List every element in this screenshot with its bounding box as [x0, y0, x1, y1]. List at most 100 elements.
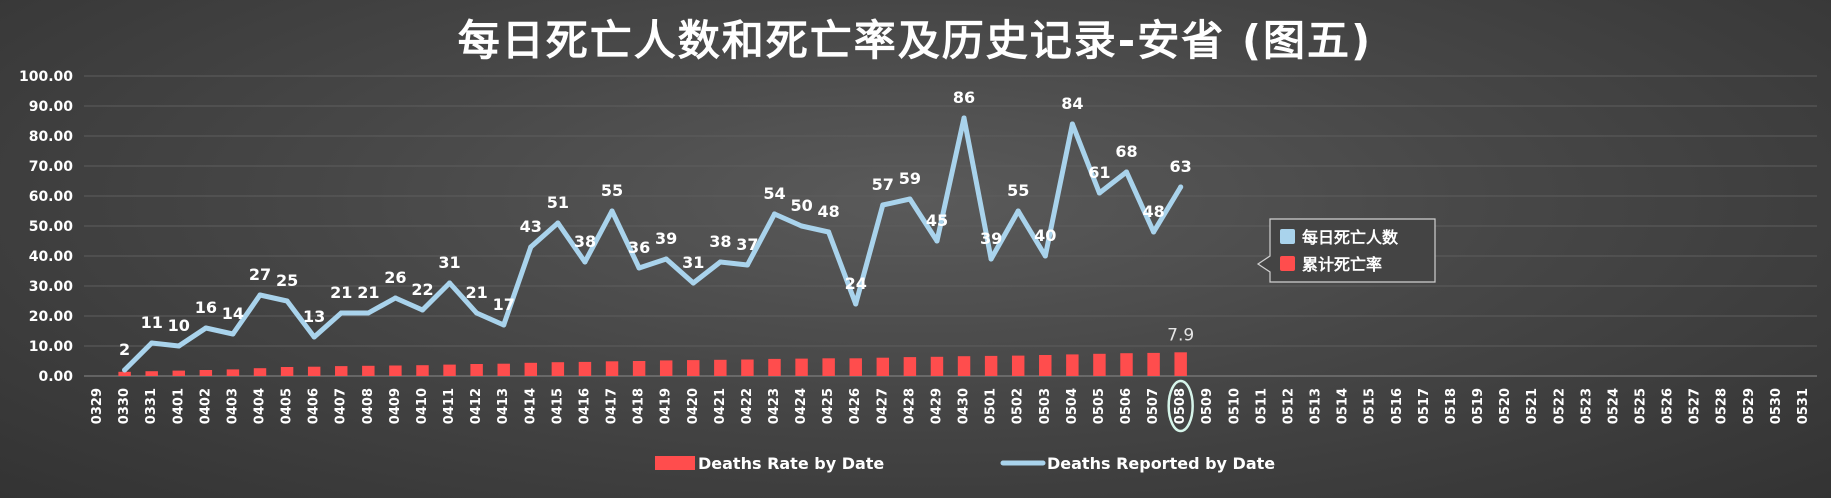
- x-tick-label: 0526: [1661, 388, 1676, 424]
- legend-line-label: 每日死亡人数: [1302, 228, 1399, 247]
- x-tick-label: 0424: [794, 388, 809, 424]
- bar: [118, 371, 131, 376]
- line-point: [826, 229, 832, 235]
- legend-box: 每日死亡人数 累计死亡率: [1256, 218, 1436, 283]
- line-point: [799, 223, 805, 229]
- x-tick-label: 0530: [1769, 388, 1784, 424]
- bar: [822, 358, 835, 376]
- legend-bottom: Deaths Rate by Date Deaths Reported by D…: [655, 454, 1275, 473]
- bar: [335, 366, 348, 376]
- line-point: [744, 262, 750, 268]
- line-point: [474, 310, 480, 316]
- line-point: [690, 280, 696, 286]
- line-data-label: 48: [818, 202, 840, 221]
- line-data-label: 59: [899, 169, 921, 188]
- x-tick-label: 0515: [1363, 388, 1378, 424]
- y-tick-label: 60.00: [29, 189, 74, 205]
- line-data-label: 31: [682, 253, 704, 272]
- line-point: [230, 331, 236, 337]
- chart-title: 每日死亡人数和死亡率及历史记录-安省 (图五): [458, 16, 1372, 65]
- line-data-label: 27: [249, 265, 271, 284]
- line-data-label: 48: [1142, 202, 1164, 221]
- line-data-label: 21: [330, 283, 352, 302]
- x-tick-label: 0419: [659, 388, 674, 424]
- line-data-label: 55: [601, 181, 623, 200]
- bar: [362, 365, 375, 376]
- line-point: [1178, 184, 1184, 190]
- legend-bar-swatch: [1280, 256, 1295, 271]
- legend-bottom-line-label: Deaths Reported by Date: [1047, 454, 1275, 473]
- y-tick-label: 90.00: [29, 99, 74, 115]
- line-point: [907, 196, 913, 202]
- bar: [1120, 353, 1133, 376]
- line-point: [555, 220, 561, 226]
- y-tick-label: 20.00: [29, 309, 74, 325]
- line-data-label: 13: [303, 307, 325, 326]
- bar: [1066, 354, 1079, 376]
- x-tick-label: 0517: [1417, 388, 1432, 424]
- line-point: [1042, 253, 1048, 259]
- x-tick-label: 0413: [496, 388, 511, 424]
- line-point: [636, 265, 642, 271]
- bar: [578, 361, 592, 376]
- line-data-label: 24: [845, 274, 867, 293]
- x-tick-label: 0506: [1119, 388, 1134, 424]
- x-tick-label: 0520: [1498, 388, 1513, 424]
- bar: [307, 366, 321, 376]
- x-tick-label: 0402: [198, 388, 213, 424]
- line-point: [284, 298, 290, 304]
- x-tick-label: 0430: [957, 388, 972, 424]
- x-tick-label: 0516: [1390, 388, 1405, 424]
- line-data-label: 37: [736, 235, 758, 254]
- x-tick-label: 0509: [1200, 388, 1215, 424]
- line-point: [934, 238, 940, 244]
- bar: [199, 370, 213, 376]
- line-point: [311, 334, 317, 340]
- x-tick-label: 0428: [902, 388, 917, 424]
- line-series: [122, 115, 1184, 373]
- line-data-label: 10: [168, 316, 190, 335]
- x-tick-label: 0420: [686, 388, 701, 424]
- x-axis: 0329 0330 0331 0401 0402 0403 0404 0405 0406 0407…: [90, 388, 1811, 424]
- line-data-label: 55: [1007, 181, 1029, 200]
- line-data-label: 16: [195, 298, 217, 317]
- line-data-label: 17: [493, 295, 515, 314]
- x-tick-label: 0330: [117, 388, 132, 424]
- line-data-label: 39: [980, 229, 1002, 248]
- bar: [632, 361, 646, 376]
- x-tick-label: 0504: [1065, 388, 1080, 424]
- x-tick-label: 0429: [929, 388, 944, 424]
- bar: [470, 364, 483, 376]
- line-data-label: 61: [1088, 163, 1110, 182]
- line-point: [1151, 229, 1157, 235]
- legend-line-swatch: [1280, 229, 1295, 244]
- x-tick-label: 0427: [875, 388, 890, 424]
- line-data-label: 45: [926, 211, 948, 230]
- bar-series: [118, 352, 1187, 376]
- line-data-label: 84: [1061, 94, 1083, 113]
- x-tick-label: 0329: [90, 388, 105, 424]
- bar: [551, 362, 565, 376]
- x-tick-label: 0518: [1444, 388, 1459, 424]
- line-data-label: 21: [466, 283, 488, 302]
- x-tick-label: 0519: [1471, 388, 1486, 424]
- x-tick-label: 0528: [1715, 388, 1730, 424]
- line-point: [1096, 190, 1102, 196]
- line-data-label: 63: [1170, 157, 1192, 176]
- bar: [876, 357, 890, 376]
- y-tick-label: 80.00: [29, 129, 74, 145]
- line-data-label: 26: [384, 268, 406, 287]
- x-tick-label: 0401: [171, 388, 186, 424]
- bar: [930, 356, 944, 376]
- line-data-label: 39: [655, 229, 677, 248]
- line-data-label: 22: [411, 280, 433, 299]
- line-point: [771, 211, 777, 217]
- x-tick-label: 0512: [1281, 388, 1296, 424]
- bar: [443, 364, 456, 376]
- bar: [497, 363, 510, 376]
- line-data-label: 50: [790, 196, 812, 215]
- line-point: [1124, 169, 1130, 175]
- bar: [768, 358, 781, 376]
- x-tick-label: 0531: [1796, 388, 1811, 424]
